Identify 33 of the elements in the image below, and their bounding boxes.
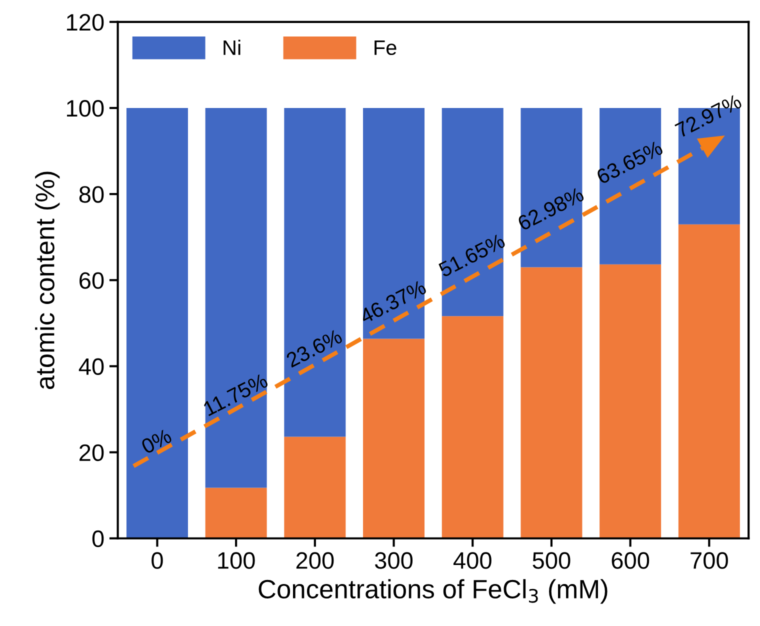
y-tick-label: 80 <box>79 186 104 203</box>
x-tick-label: 0 <box>152 552 163 569</box>
bar <box>678 224 740 538</box>
x-tick-label: 100 <box>218 552 255 569</box>
bar <box>600 264 662 538</box>
bar <box>442 316 504 538</box>
bar <box>284 436 346 538</box>
bar <box>363 108 425 339</box>
y-tick-label: 20 <box>80 444 104 462</box>
y-tick-label: 120 <box>67 14 104 31</box>
y-tick-label: 40 <box>78 358 104 375</box>
y-tick-label: 0 <box>92 530 104 548</box>
annotation: 0% <box>140 428 173 454</box>
bar <box>520 108 582 268</box>
bar <box>363 338 425 538</box>
x-tick-label: 500 <box>532 552 570 569</box>
bar <box>600 108 662 264</box>
y-tick-label: 60 <box>80 272 104 289</box>
x-tick-label: 600 <box>612 552 650 569</box>
legend-label: Ni <box>224 40 240 55</box>
legend-label: Fe <box>374 40 396 56</box>
y-tick-label: 100 <box>67 100 104 117</box>
bar <box>520 267 582 538</box>
x-tick-label: 200 <box>296 552 334 569</box>
y-axis-title: atomic content (%) <box>35 172 60 389</box>
x-axis-title: Concentrations of FeCl$_{3}$ (mM) <box>258 579 608 604</box>
x-tick-label: 300 <box>374 552 413 569</box>
bar <box>284 108 346 437</box>
bar <box>126 108 188 538</box>
bar <box>205 488 267 538</box>
x-tick-label: 400 <box>453 552 492 569</box>
bar <box>205 108 267 488</box>
x-tick-label: 700 <box>690 552 728 569</box>
